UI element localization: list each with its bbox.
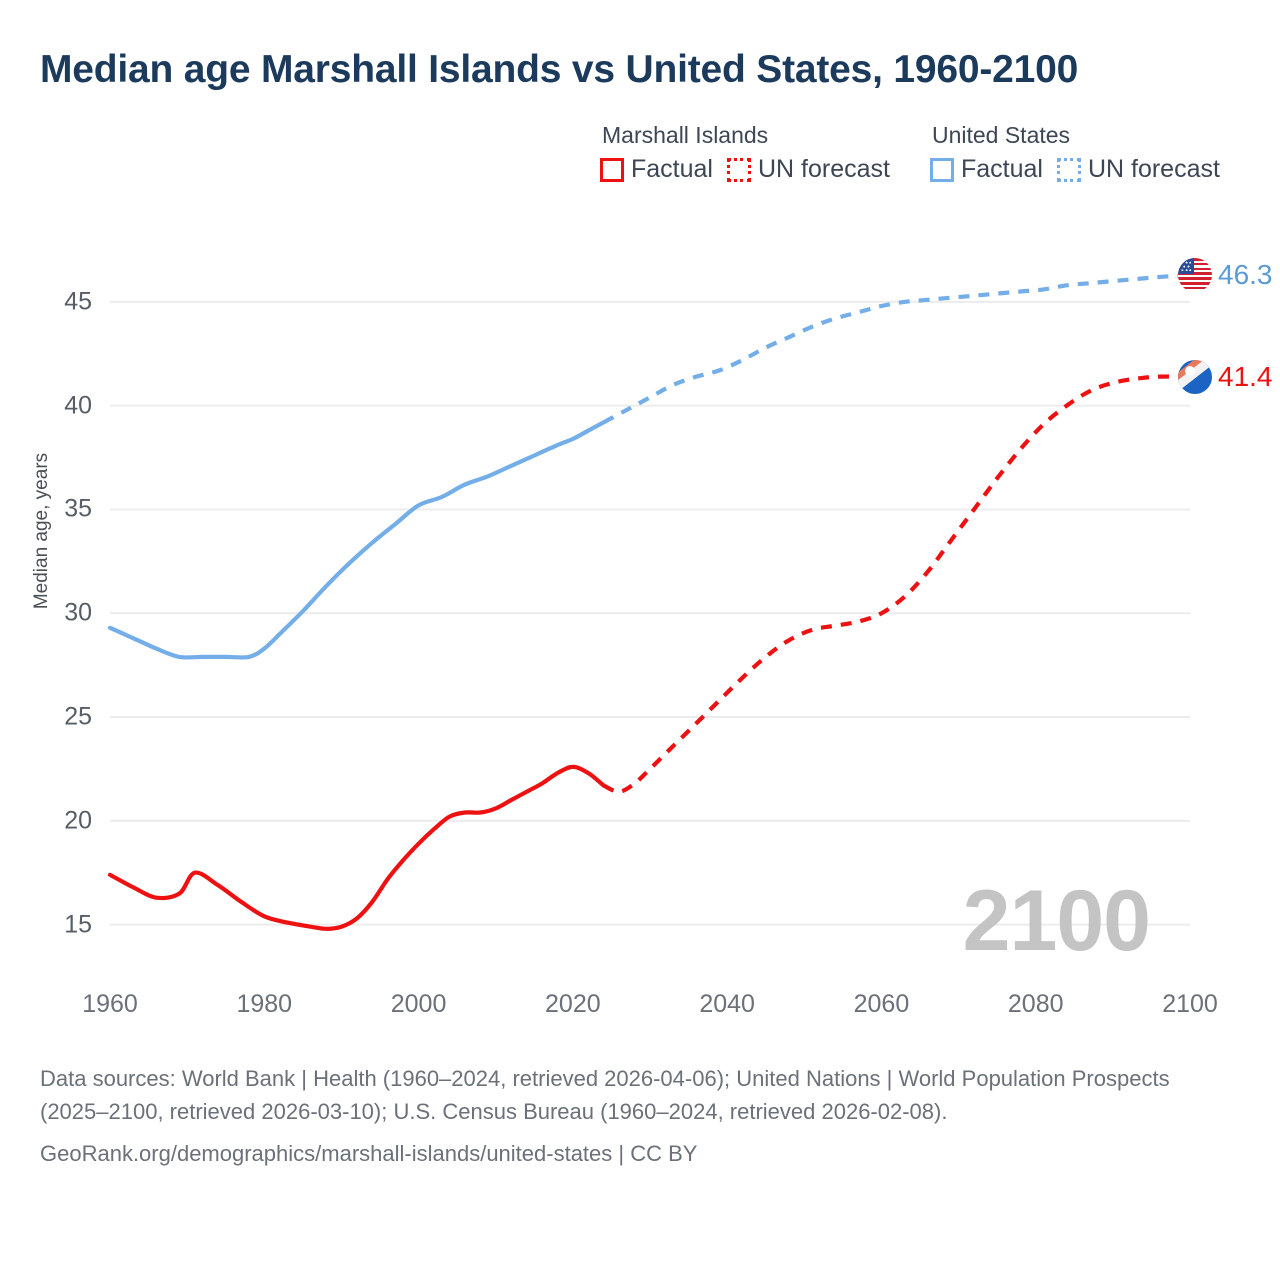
chart-title: Median age Marshall Islands vs United St… bbox=[40, 48, 1079, 91]
legend-group-title: United States bbox=[931, 122, 1071, 148]
data-sources-text: Data sources: World Bank | Health (1960–… bbox=[40, 1066, 1170, 1125]
y-axis-tick-label: 15 bbox=[64, 910, 92, 939]
chart-legend: Marshall Islands Factual UN forecast Uni… bbox=[600, 122, 1220, 184]
marshall-islands-flag-icon bbox=[1178, 359, 1212, 394]
legend-item-marshall-factual[interactable]: Factual bbox=[600, 155, 713, 184]
y-axis-tick-label: 30 bbox=[64, 598, 92, 627]
x-axis-tick-label: 2020 bbox=[545, 990, 601, 1018]
x-axis-tick-label: 2000 bbox=[390, 990, 447, 1018]
legend-item-label: UN forecast bbox=[757, 155, 890, 183]
chart-footer: Data sources: World Bank | Health (1960–… bbox=[40, 1062, 1230, 1167]
legend-item-marshall-forecast[interactable]: UN forecast bbox=[726, 155, 890, 184]
y-axis-tick-label: 40 bbox=[64, 391, 92, 420]
legend-swatch-solid-icon bbox=[600, 157, 624, 182]
x-axis-tick-label: 2100 bbox=[1162, 990, 1218, 1018]
us-flag-icon bbox=[1178, 257, 1212, 292]
legend-item-label: Factual bbox=[960, 155, 1043, 183]
x-axis-tick-label: 2080 bbox=[1007, 990, 1064, 1018]
y-axis-tick-label: 45 bbox=[64, 287, 92, 316]
year-watermark: 2100 bbox=[962, 873, 1151, 969]
x-axis-tick-label: 2060 bbox=[853, 990, 910, 1018]
end-value-united-states: 46.3 bbox=[1218, 258, 1273, 290]
end-value-marshall-islands: 41.4 bbox=[1218, 360, 1273, 392]
legend-swatch-dotted-icon bbox=[726, 157, 751, 182]
x-axis-tick-label: 2040 bbox=[699, 990, 755, 1018]
y-axis-tick-label: 25 bbox=[64, 702, 92, 731]
y-axis-tick-label: 35 bbox=[64, 494, 92, 523]
legend-item-us-forecast[interactable]: UN forecast bbox=[1056, 155, 1220, 184]
end-label-united-states: 46.3 bbox=[1178, 257, 1273, 292]
x-axis-tick-label: 1960 bbox=[82, 990, 138, 1018]
legend-group-title: Marshall Islands bbox=[602, 122, 769, 148]
end-label-marshall-islands: 41.4 bbox=[1178, 359, 1273, 394]
legend-group-united-states: United States Factual UN forecast bbox=[929, 122, 1220, 184]
legend-item-us-factual[interactable]: Factual bbox=[929, 155, 1043, 184]
legend-group-marshall-islands: Marshall Islands Factual UN forecast bbox=[600, 122, 890, 184]
y-axis-tick-label: 20 bbox=[64, 806, 92, 835]
credit-text: GeoRank.org/demographics/marshall-island… bbox=[40, 1140, 698, 1166]
x-axis-tick-label: 1980 bbox=[236, 990, 293, 1018]
legend-item-label: Factual bbox=[631, 155, 713, 183]
legend-item-label: UN forecast bbox=[1087, 155, 1220, 183]
legend-swatch-solid-icon bbox=[929, 157, 954, 182]
legend-swatch-dotted-icon bbox=[1056, 157, 1081, 182]
